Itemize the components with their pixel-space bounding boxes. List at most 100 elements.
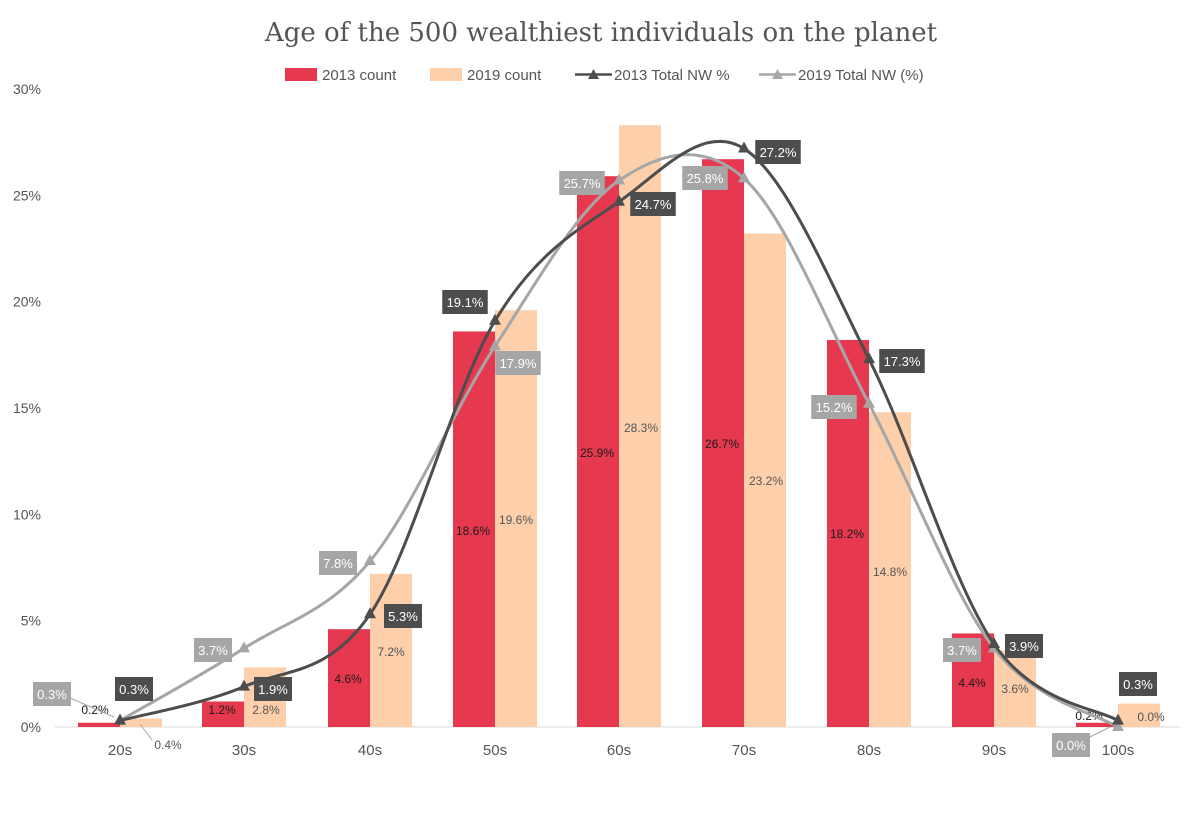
y-tick-label: 30% [13, 81, 41, 97]
legend-label-2019-nw: 2019 Total NW (%) [798, 67, 924, 84]
y-tick-label: 10% [13, 506, 41, 522]
marker-2019-total-nw [738, 171, 750, 183]
bar-label-2013-count: 26.7% [705, 437, 739, 451]
marker-2013-total-nw [238, 679, 250, 691]
legend: 2013 count 2019 count 2013 Total NW % 20… [285, 67, 924, 84]
bar-label-2013-count: 4.4% [958, 676, 986, 690]
line-label-2013-total-nw: 19.1% [447, 295, 484, 310]
y-tick-label: 25% [13, 187, 41, 203]
line-label-2013-total-nw-box [384, 604, 422, 628]
lines [114, 139, 1124, 731]
legend-marker-2013-nw [588, 69, 599, 79]
line-label-2013-total-nw-box [115, 677, 153, 701]
bar-label-2019-count: 0.0% [1137, 710, 1165, 724]
line-label-2019-total-nw-box [811, 395, 857, 419]
marker-2019-total-nw [364, 554, 376, 566]
bar-2019-count [495, 310, 537, 727]
line-label-2019-total-nw: 15.2% [816, 400, 853, 415]
x-tick-label: 30s [232, 742, 256, 759]
bar-2019-count [370, 573, 412, 727]
line-label-2013-total-nw: 1.9% [258, 682, 288, 697]
bar-2013-count [78, 722, 120, 727]
line-label-2013-total-nw: 27.2% [760, 145, 797, 160]
line-label-2019-total-nw: 25.8% [687, 171, 724, 186]
bar-2019-count [869, 412, 911, 727]
label-leader-line [69, 697, 115, 718]
y-tick-label: 20% [13, 294, 41, 310]
chart-title: Age of the 500 wealthiest individuals on… [264, 18, 938, 48]
line-label-2019-total-nw: 0.0% [1056, 738, 1086, 753]
line-label-2013-total-nw: 5.3% [388, 609, 418, 624]
bar-2019-count [1118, 703, 1160, 727]
marker-2019-total-nw [863, 396, 875, 408]
bar-2019-count [120, 718, 162, 727]
line-label-2019-total-nw: 3.7% [198, 643, 228, 658]
bar-label-2013-count: 18.2% [830, 527, 864, 541]
marker-2013-total-nw [613, 194, 625, 206]
line-label-2019-total-nw-box [943, 638, 981, 662]
line-label-2013-total-nw-box [755, 140, 801, 164]
line-label-2019-total-nw-box [33, 682, 71, 706]
bars: 0.2% 0.4% 1.2% 2.8% 4.6% 7.2% 18.6% 19.6% 25.9% 2… [78, 125, 1165, 752]
x-tick-label: 70s [732, 742, 756, 759]
line-label-2013-total-nw: 3.9% [1009, 639, 1039, 654]
bar-2019-count [619, 125, 661, 728]
bar-label-2019-count: 3.6% [1001, 682, 1029, 696]
y-tick-label: 0% [21, 719, 41, 735]
legend-label-2013-count: 2013 count [322, 67, 397, 84]
y-tick-label: 15% [13, 400, 41, 416]
legend-swatch-2013-count [285, 68, 317, 81]
line-labels: 0.3% 3.7% 7.8% 17.9% 25.7% 25.8% 15.2% 3.7% 0.0%… [33, 140, 1157, 757]
line-label-2019-total-nw: 25.7% [564, 176, 601, 191]
line-label-2013-total-nw: 24.7% [635, 197, 672, 212]
x-axis: 20s 30s 40s 50s 60s 70s 80s 90s 100s [108, 742, 1134, 759]
x-tick-label: 40s [358, 742, 382, 759]
line-label-2013-total-nw-box [879, 349, 925, 373]
bar-2013-count [577, 176, 619, 727]
line-label-2019-total-nw-box [559, 171, 605, 195]
bar-2013-count [702, 159, 744, 727]
marker-2019-total-nw [238, 641, 250, 653]
legend-label-2013-nw: 2013 Total NW % [614, 67, 730, 84]
marker-2013-total-nw [364, 607, 376, 619]
bar-2019-count [994, 650, 1036, 727]
line-label-2019-total-nw-box [495, 351, 541, 375]
line-label-2019-total-nw-box [194, 638, 232, 662]
bar-label-2019-count: 19.6% [499, 513, 533, 527]
label-leader-line [139, 723, 153, 741]
marker-2013-total-nw [738, 141, 750, 153]
bar-label-2019-count: 14.8% [873, 565, 907, 579]
bar-label-2013-count: 18.6% [456, 524, 490, 538]
x-tick-label: 60s [607, 742, 631, 759]
line-label-2019-total-nw-box [319, 551, 357, 575]
bar-2013-count [202, 701, 244, 727]
marker-2013-total-nw [1112, 713, 1124, 725]
line-label-2013-total-nw-box [1119, 672, 1157, 696]
bar-2013-count [328, 629, 370, 727]
x-tick-label: 100s [1102, 742, 1135, 759]
bar-label-2013-count: 1.2% [208, 703, 236, 717]
x-tick-label: 80s [857, 742, 881, 759]
line-label-2019-total-nw: 0.3% [37, 687, 67, 702]
marker-2019-total-nw [1112, 720, 1124, 731]
bar-label-2013-count: 25.9% [580, 446, 614, 460]
bar-label-2013-count: 0.2% [81, 703, 109, 717]
line-label-2019-total-nw: 7.8% [323, 556, 353, 571]
line-label-2013-total-nw-box [254, 677, 292, 701]
bar-label-2019-count: 23.2% [749, 474, 783, 488]
legend-label-2019-count: 2019 count [467, 67, 542, 84]
bar-label-2019-count: 7.2% [377, 645, 405, 659]
marker-2013-total-nw [988, 637, 1000, 649]
marker-2019-total-nw [489, 339, 501, 351]
marker-2013-total-nw [114, 713, 126, 725]
label-leader-line [1087, 726, 1111, 739]
bar-2019-count [744, 233, 786, 727]
legend-swatch-2019-count [430, 68, 462, 81]
bar-label-2019-count: 0.4% [154, 738, 182, 752]
line-2019-total-nw [119, 153, 1119, 729]
bar-label-2019-count: 28.3% [624, 421, 658, 435]
line-label-2013-total-nw: 0.3% [1123, 677, 1153, 692]
y-axis: 0% 5% 10% 15% 20% 25% 30% [13, 81, 41, 735]
line-label-2013-total-nw-box [442, 290, 488, 314]
